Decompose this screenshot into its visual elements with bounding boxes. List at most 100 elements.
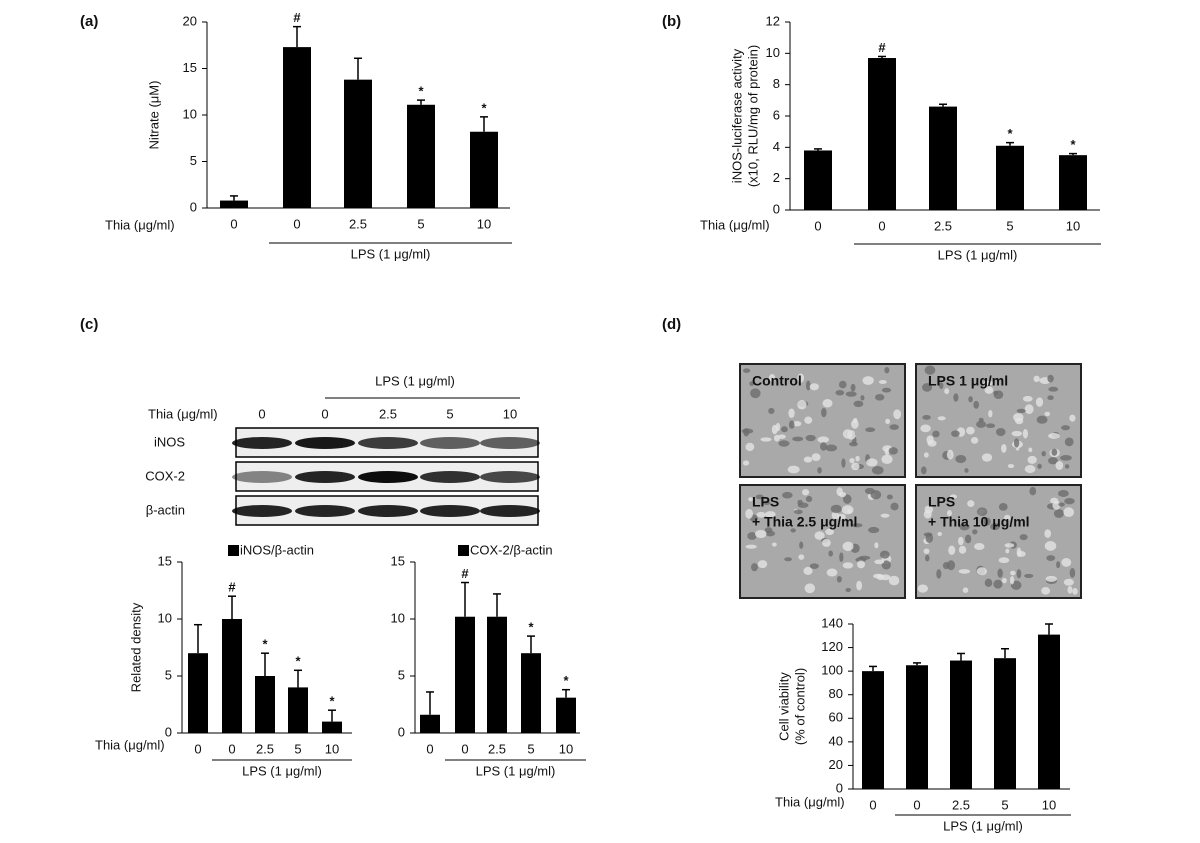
cell	[880, 513, 890, 518]
cell	[1016, 408, 1026, 414]
cell	[851, 523, 863, 528]
blot-row-label: iNOS	[154, 434, 185, 449]
y-tick-label: 4	[773, 139, 780, 154]
cell	[1072, 588, 1078, 595]
blot-band	[232, 505, 292, 517]
cell	[781, 426, 788, 433]
y-tick-label: 5	[190, 153, 197, 168]
blot-band	[358, 471, 418, 483]
cell	[868, 526, 880, 534]
cell	[1029, 486, 1037, 496]
blot-band	[420, 505, 480, 517]
bar	[283, 47, 311, 208]
cell	[1022, 428, 1029, 439]
cell	[820, 442, 827, 451]
y-axis-label: (% of control)	[792, 668, 807, 745]
cell	[847, 509, 852, 514]
y-tick-label: 0	[398, 724, 405, 739]
cell	[788, 420, 795, 429]
blot-band	[295, 437, 355, 449]
bar	[407, 104, 435, 208]
cell	[1001, 443, 1007, 453]
x-tick-label: 2.5	[952, 797, 970, 812]
cell	[745, 442, 755, 452]
cell	[946, 510, 952, 517]
bar	[420, 714, 440, 733]
cell	[856, 580, 863, 591]
cell	[924, 365, 936, 375]
bar	[868, 58, 896, 211]
cell	[1047, 395, 1054, 401]
cell	[851, 462, 860, 471]
x-tick-label: 0	[293, 216, 300, 231]
cell	[983, 517, 991, 526]
y-axis-label: Nitrate (μM)	[146, 81, 161, 150]
cell	[822, 398, 833, 408]
micrograph-label: + Thia 10 μg/ml	[928, 514, 1030, 530]
bar	[1038, 634, 1060, 789]
cell	[856, 560, 866, 569]
x-tick-label: 10	[325, 741, 339, 756]
cell	[790, 528, 796, 533]
cell	[985, 423, 996, 429]
cell	[805, 434, 816, 442]
cell	[793, 509, 803, 515]
cell	[893, 409, 902, 420]
cell	[742, 460, 750, 466]
cell	[990, 523, 1000, 531]
lane-label: 10	[503, 406, 517, 421]
cell	[1044, 411, 1051, 417]
blot-row-label: β-actin	[146, 502, 185, 517]
cell	[944, 388, 950, 395]
x-tick-label: 10	[1066, 218, 1080, 233]
significance-mark: *	[563, 673, 569, 688]
x-tick-label: 0	[230, 216, 237, 231]
bar	[804, 150, 832, 210]
group-label: LPS (1 μg/ml)	[938, 247, 1018, 262]
cell	[745, 508, 753, 519]
cell	[1056, 561, 1061, 569]
cell	[1005, 548, 1010, 554]
cell	[862, 376, 874, 385]
lane-label: 5	[446, 406, 453, 421]
significance-mark: #	[228, 580, 236, 595]
cell	[822, 539, 831, 547]
cell	[995, 427, 1006, 437]
cell	[1063, 578, 1074, 586]
cell	[825, 528, 835, 536]
cell	[831, 511, 839, 520]
cell	[1010, 570, 1016, 576]
bar	[288, 687, 308, 733]
cell	[860, 395, 865, 401]
cell	[874, 394, 885, 401]
x-tick-label: 2.5	[934, 218, 952, 233]
panel-label: (c)	[80, 316, 98, 333]
significance-mark: *	[1007, 126, 1013, 141]
x-axis-label: Thia (μg/ml)	[95, 737, 165, 752]
cell	[803, 456, 813, 463]
cell	[927, 440, 937, 447]
cell	[974, 543, 985, 550]
blot-group-label: LPS (1 μg/ml)	[375, 373, 455, 388]
cell	[881, 454, 893, 464]
cell	[1064, 437, 1074, 447]
cell	[946, 449, 954, 460]
x-tick-label: 5	[1006, 218, 1013, 233]
cell	[809, 383, 819, 391]
y-tick-label: 40	[829, 733, 843, 748]
cell	[825, 444, 838, 452]
bar	[929, 106, 957, 210]
panel-label: (a)	[80, 13, 98, 30]
significance-mark: #	[461, 566, 469, 581]
y-tick-label: 6	[773, 107, 780, 122]
significance-mark: *	[418, 84, 424, 99]
cell	[937, 416, 946, 421]
blot-band	[480, 471, 540, 483]
cell	[1028, 447, 1033, 453]
cell	[839, 552, 844, 563]
y-axis-label: Related density	[128, 602, 143, 692]
x-tick-label: 10	[559, 741, 573, 756]
cell	[841, 458, 846, 468]
cell	[932, 430, 940, 438]
cell	[874, 542, 879, 549]
